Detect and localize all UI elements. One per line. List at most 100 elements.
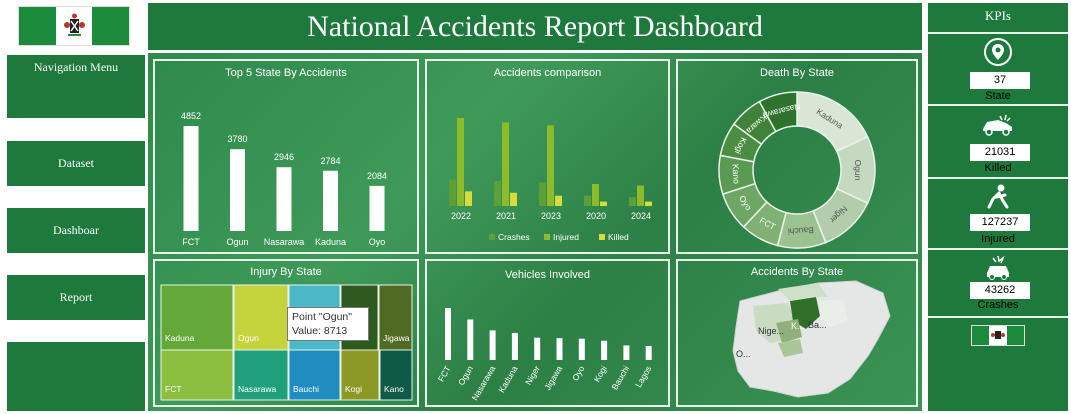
treemap-tile-label: Ogun [238,333,259,343]
death-donut-chart: KadunaOgunNigerBauchiFCTOyoKanoKogiKwara… [718,91,876,249]
vehicles-category-label: Kaduna [496,364,519,395]
nav-item-dashboard-label: Dashboar [53,223,99,237]
map-chart-title: Accidents By State [750,266,844,278]
top5-data-label: 2946 [274,152,294,162]
vehicles-bar [445,308,451,360]
comparison-bar [510,192,517,206]
injured-person-icon [987,184,1009,209]
legend-label: Killed [608,232,629,242]
top5-category-label: Ogun [226,237,248,247]
donut-slice-label: Kano [731,164,742,185]
legend-swatch [544,234,550,240]
treemap-tile [160,349,234,401]
top5-bar-chart: 4852 FCT 3780 Ogun 2946 Nasarawa 2784 Kaduna 208… [181,111,387,247]
comparison-category-label: 2021 [496,211,516,221]
nav-item-dataset-label: Dataset [58,156,94,170]
kpi-killed-value: 21031 [970,144,1030,161]
injury-by-state-panel: Injury By State Kaduna FCT Ogun Nasarawa Bau… [153,259,419,407]
treemap-tile [379,349,413,401]
vehicles-category-label: Lagos [633,364,653,389]
top5-bar [369,185,385,231]
treemap-tile-label: Kano [384,384,404,394]
kpi-killed-label: Killed [984,162,1012,174]
comparison-category-label: 2020 [586,211,606,221]
top5-data-label: 4852 [181,111,201,121]
nav-item-report[interactable]: Report [7,275,145,320]
comparison-bar [502,122,509,206]
sidebar-footer-block [7,342,145,411]
vehicles-bar [623,345,630,360]
top5-category-label: Kaduna [315,237,346,247]
top5-bar [323,170,338,231]
kpi-divider [928,32,1068,34]
vehicles-bar [534,337,541,360]
treemap-tile [233,284,289,351]
comparison-bar [645,201,652,206]
donut-slice-label: Ogun [853,160,863,181]
death-by-state-panel: Death By State Kaduna Ogun Niger Bauchi FCT O… [676,59,918,254]
top5-category-label: Nasarawa [264,237,305,247]
top5-category-label: Oyo [369,237,386,247]
treemap-tile-label: Jigawa [383,333,410,343]
donut-slice-label: Bauchi [787,225,814,237]
kpi-injured-value: 127237 [970,214,1030,231]
kpi-panel: KPIs 37 State 21031 Killed 127237 Injure… [928,3,1068,411]
top5-data-label: 2784 [320,156,340,166]
kpi-divider [928,177,1068,179]
vehicles-category-label: Kogi [592,364,609,384]
injury-treemap: Kaduna FCT Ogun Nasarawa Bauchi Jigawa Kogi Kan… [160,284,413,401]
comparison-bar [637,185,644,206]
legend-label: Injured [553,232,579,242]
comparison-bar [629,197,636,206]
comparison-bar [539,182,546,206]
nigeria-flag-small [971,325,1025,346]
nav-item-dashboard[interactable]: Dashboar [7,208,145,253]
top5-chart-title: Top 5 State By Accidents [225,67,347,79]
treemap-tile-label: Kogi [345,384,362,394]
vehicles-category-label: Ogun [456,364,475,387]
donut-slice [758,91,798,133]
kpi-title: KPIs [984,8,1011,23]
treemap-tooltip: Point "Ogun" Value: 8713 [287,307,369,341]
legend-swatch [489,234,495,240]
kpi-state-label: State [985,90,1011,102]
nav-menu-heading: Navigation Menu [7,55,145,118]
comparison-chart-title: Accidents comparison [493,67,602,79]
comparison-bar [449,179,456,206]
vehicles-bar [645,345,652,360]
map-label-bauchi: Ba... [808,320,827,330]
vehicles-category-label: Bauchi [609,364,631,392]
legend-swatch [599,234,605,240]
comparison-bar [584,195,591,206]
treemap-tile-label: Kaduna [165,333,195,343]
car-crash-icon [983,114,1012,136]
comparison-bar-chart: 2022 2021 2023 2020 2024 Crashes Injured Killed [449,118,652,242]
vehicles-category-label: Jigawa [542,364,564,392]
kpi-divider [928,316,1068,318]
treemap-tile [340,349,380,401]
nigeria-flag-logo [18,6,130,46]
treemap-tile-label: Nasarawa [238,384,277,394]
vehicles-bar [601,340,608,360]
vehicles-category-label: Niger [523,364,542,387]
vehicles-chart-title: Vehicles Involved [505,269,590,281]
coat-of-arms-small-icon [991,331,1006,339]
treemap-tile-label: Bauchi [293,384,319,394]
comparison-bar [555,195,562,206]
map-region-north [778,283,828,301]
map-region-bauchi [820,299,848,327]
treemap-tile [160,284,234,351]
top5-category-label: FCT [182,237,200,247]
nigeria-map: Nige... K... Ba... O... [732,280,891,398]
legend-label: Crashes [498,232,530,242]
treemap-tile [233,349,289,401]
nav-item-dataset[interactable]: Dataset [7,141,145,186]
comparison-category-label: 2024 [631,211,651,221]
treemap-tile [288,349,341,401]
kpi-divider [928,248,1068,250]
top5-data-label: 2084 [367,171,387,181]
kpi-state-value: 37 [970,72,1030,89]
kpi-crashes-value: 43262 [970,282,1030,299]
map-region-fct [776,319,802,343]
